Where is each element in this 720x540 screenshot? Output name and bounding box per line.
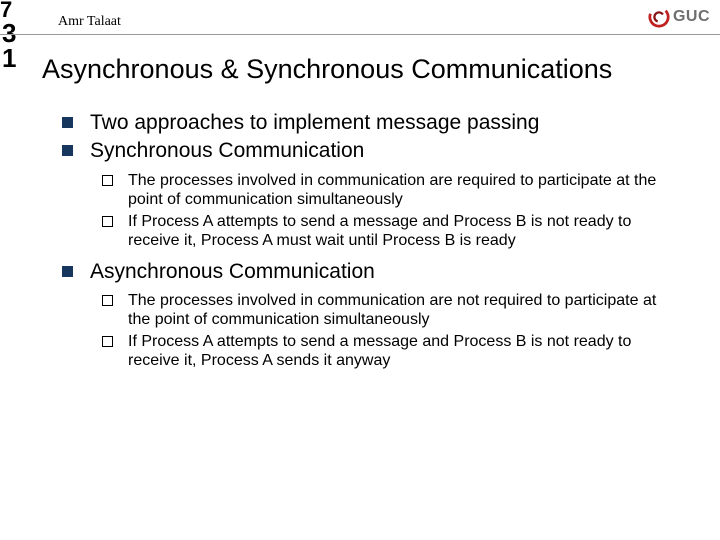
subbullet-text: If Process A attempts to send a message … bbox=[128, 213, 631, 250]
subbullet-text: The processes involved in communication … bbox=[128, 172, 656, 209]
content-area: Two approaches to implement message pass… bbox=[62, 110, 672, 379]
subbullet-text: The processes involved in communication … bbox=[128, 292, 656, 329]
bullet-list-level2: The processes involved in communication … bbox=[90, 291, 672, 371]
slide: 7 3 1 Amr Talaat GUC Asynchronous & Sync… bbox=[0, 0, 720, 540]
bullet-text: Synchronous Communication bbox=[90, 139, 364, 162]
subbullet-item: The processes involved in communication … bbox=[102, 171, 672, 210]
subbullet-text: If Process A attempts to send a message … bbox=[128, 333, 631, 370]
bullet-text: Two approaches to implement message pass… bbox=[90, 111, 539, 134]
bullet-list-level1: Two approaches to implement message pass… bbox=[62, 110, 672, 371]
subbullet-item: The processes involved in communication … bbox=[102, 291, 672, 330]
bullet-list-level2: The processes involved in communication … bbox=[90, 171, 672, 251]
bullet-item: Synchronous Communication The processes … bbox=[62, 138, 672, 250]
bullet-text: Asynchronous Communication bbox=[90, 260, 375, 283]
slide-title: Asynchronous & Synchronous Communication… bbox=[42, 54, 612, 85]
author-name: Amr Talaat bbox=[58, 14, 121, 30]
slide-number-block: 7 3 1 bbox=[0, 0, 16, 70]
logo: GUC bbox=[648, 6, 710, 28]
logo-text: GUC bbox=[673, 8, 710, 26]
subbullet-item: If Process A attempts to send a message … bbox=[102, 212, 672, 251]
bullet-item: Asynchronous Communication The processes… bbox=[62, 259, 672, 371]
number-1: 1 bbox=[2, 46, 16, 71]
header-divider bbox=[0, 34, 720, 35]
logo-swirl-icon bbox=[648, 6, 670, 28]
bullet-item: Two approaches to implement message pass… bbox=[62, 110, 672, 136]
subbullet-item: If Process A attempts to send a message … bbox=[102, 332, 672, 371]
